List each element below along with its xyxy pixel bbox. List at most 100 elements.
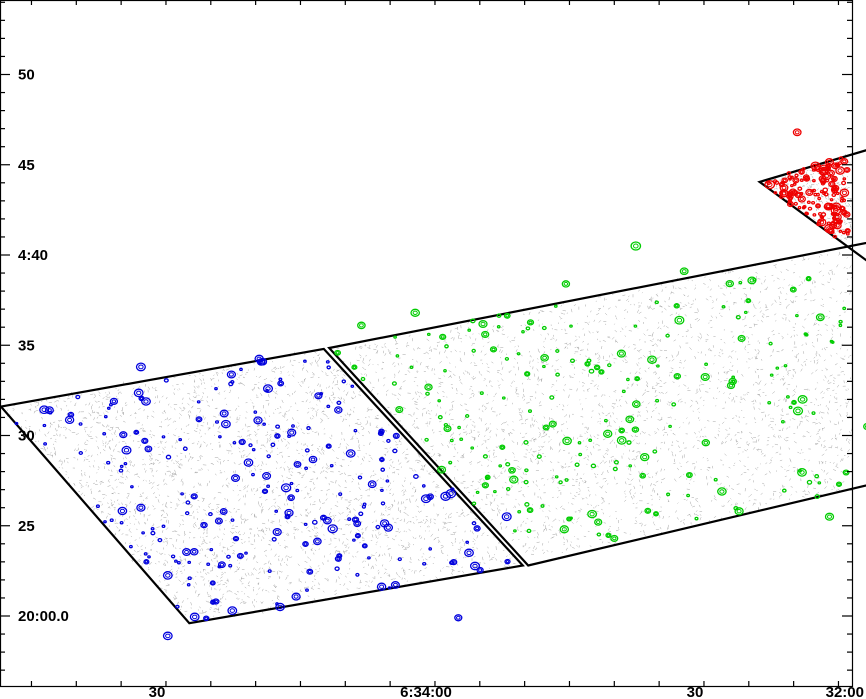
blue-source (413, 474, 419, 479)
green-source (679, 267, 689, 276)
green-source (618, 427, 626, 434)
blue-source (420, 494, 432, 504)
green-source (437, 465, 447, 474)
blue-source (334, 406, 343, 414)
blue-source (341, 379, 347, 384)
green-source (558, 480, 563, 485)
blue-source (238, 438, 246, 446)
blue-source (209, 547, 214, 552)
green-source (351, 364, 358, 370)
red-source (839, 219, 843, 223)
blue-source (378, 428, 385, 435)
green-source (654, 300, 659, 305)
green-source (795, 313, 799, 318)
green-source (721, 305, 726, 309)
red-source (790, 175, 794, 179)
blue-source (311, 519, 318, 525)
blue-source (121, 445, 132, 455)
green-source (783, 364, 788, 368)
green-source (524, 371, 531, 377)
green-source (505, 486, 511, 492)
blue-source (422, 561, 427, 566)
red-source (815, 192, 820, 197)
blue-source (501, 512, 512, 522)
green-source (668, 424, 672, 429)
green-source (479, 391, 484, 395)
blue-source (278, 377, 283, 382)
green-source (781, 488, 787, 493)
green-source (612, 466, 618, 472)
green-source (469, 318, 476, 324)
blue-source (226, 554, 231, 559)
red-source (816, 222, 821, 227)
green-source (467, 328, 472, 332)
blue-source (150, 530, 156, 536)
blue-source (319, 392, 324, 396)
blue-source (380, 467, 386, 472)
red-source (831, 162, 840, 170)
blue-source (119, 520, 124, 525)
green-source (656, 364, 660, 368)
blue-source (203, 615, 210, 622)
green-source (701, 439, 711, 447)
blue-source (163, 378, 169, 383)
blue-source (43, 442, 48, 446)
green-source (700, 372, 710, 382)
green-source (752, 277, 757, 282)
blue-source (291, 592, 301, 601)
blue-source (471, 521, 477, 526)
green-source (737, 334, 746, 342)
green-source (536, 454, 542, 459)
green-source (561, 280, 571, 288)
green-source (655, 398, 660, 403)
green-source (694, 516, 699, 521)
green-source (542, 364, 546, 369)
green-source (785, 395, 790, 399)
green-source (815, 313, 825, 322)
blue-source (287, 494, 295, 502)
red-source (841, 230, 846, 235)
green-source (704, 362, 709, 367)
red-source (786, 201, 794, 208)
green-source (426, 332, 431, 337)
red-source (801, 167, 806, 171)
green-source (505, 462, 511, 467)
green-source (475, 490, 480, 495)
green-source (559, 525, 570, 534)
red-source (792, 177, 800, 184)
blue-source (227, 606, 238, 615)
green-source (666, 492, 671, 497)
green-source (780, 420, 785, 424)
red-source (842, 177, 847, 181)
blue-source (189, 548, 199, 556)
blue-source (217, 561, 226, 569)
blue-source (270, 442, 276, 448)
green-source (540, 504, 545, 508)
blue-source (275, 602, 285, 612)
blue-source (397, 557, 402, 562)
x-tick-label: 6:34:00 (400, 684, 452, 699)
blue-source (175, 604, 180, 609)
blue-source (367, 480, 377, 489)
green-source (574, 462, 580, 467)
green-source (540, 353, 549, 362)
green-source (524, 468, 529, 473)
blue-source (95, 504, 100, 509)
green-source (616, 349, 627, 358)
blue-source (329, 464, 334, 468)
green-source (639, 452, 650, 462)
red-source (832, 234, 837, 239)
green-source (814, 474, 820, 479)
green-source (633, 324, 638, 328)
blue-source (217, 565, 222, 569)
green-source (603, 418, 608, 423)
red-source (826, 163, 830, 168)
red-source (787, 175, 793, 180)
blue-source (119, 464, 124, 469)
blue-source (361, 504, 367, 509)
blue-source (306, 426, 311, 431)
red-source (839, 188, 850, 198)
blue-source (170, 554, 176, 559)
blue-source (262, 422, 266, 426)
blue-source (133, 429, 140, 435)
